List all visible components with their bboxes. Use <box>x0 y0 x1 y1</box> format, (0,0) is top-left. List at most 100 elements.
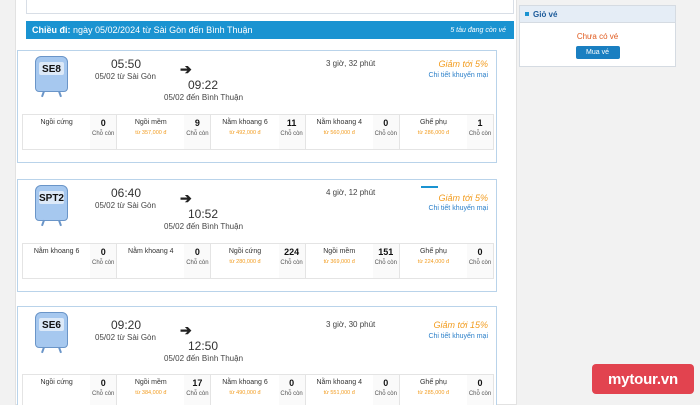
seat-class[interactable]: Nằm khoang 6 từ 492,000 đ 11 Chỗ còn <box>210 115 305 149</box>
seat-class[interactable]: Ngồi mềm từ 369,000 đ 151 Chỗ còn <box>304 244 399 278</box>
buy-ticket-button[interactable]: Mua vé <box>575 46 620 59</box>
departure-place: 05/02 từ Sài Gòn <box>95 72 156 81</box>
arrow-right-icon: ➔ <box>180 190 192 206</box>
seat-class-name: Nằm khoang 6 <box>222 119 268 126</box>
seat-class-name: Ghế phụ <box>419 248 447 255</box>
train-icon: SE6 <box>35 312 68 354</box>
cart-title: Giỏ vé <box>533 9 558 19</box>
ticket-cart-panel: Giỏ vé Chưa có vé Mua vé <box>519 5 676 67</box>
seat-count: 0 <box>194 247 200 257</box>
seats-left-label: Chỗ còn <box>374 260 397 266</box>
arrow-right-icon: ➔ <box>180 322 192 338</box>
seat-price: từ 551,000 đ <box>323 390 355 396</box>
promo-details-link[interactable]: Chi tiết khuyến mại <box>428 205 488 212</box>
seat-count: 11 <box>286 118 297 128</box>
route-text: ngày 05/02/2024 từ Sài Gòn đến Bình Thuậ… <box>73 25 253 35</box>
seat-class-list: Ngồi cứng 0 Chỗ còn Ngồi mềm từ 357,000 đ 9 C… <box>22 114 494 150</box>
seat-count: 0 <box>100 247 106 257</box>
bullet-icon <box>525 12 529 16</box>
seats-left-label: Chỗ còn <box>468 260 492 266</box>
seat-class-name: Nằm khoang 6 <box>33 248 80 255</box>
seat-class[interactable]: Nằm khoang 4 từ 551,000 đ 0 Chỗ còn <box>304 375 399 405</box>
cart-empty-message: Chưa có vé <box>576 32 619 41</box>
seat-class-name: Ngồi cứng <box>40 119 73 126</box>
seats-left-label: Chỗ còn <box>92 260 115 266</box>
departure-place: 05/02 từ Sài Gòn <box>95 201 156 210</box>
departure-place: 05/02 từ Sài Gòn <box>95 333 156 342</box>
seat-class-name: Nằm khoang 4 <box>128 248 174 255</box>
seat-class[interactable]: Ngồi cứng 0 Chỗ còn <box>23 115 117 149</box>
seat-class-name: Ngồi mềm <box>134 119 167 126</box>
seat-price: từ 286,000 đ <box>417 130 450 136</box>
available-trains-count: 5 tàu đang còn vé <box>450 26 506 34</box>
seats-left-label: Chỗ còn <box>92 391 115 397</box>
seat-class-name: Nằm khoang 4 <box>316 379 362 386</box>
seat-class-name: Ngồi cứng <box>228 248 262 255</box>
seat-class[interactable]: Nằm khoang 6 từ 490,000 đ 0 Chỗ còn <box>210 375 305 405</box>
seat-class[interactable]: Ghế phụ từ 224,000 đ 0 Chỗ còn <box>398 244 494 278</box>
loading-indicator <box>421 186 438 188</box>
seats-left-label: Chỗ còn <box>92 131 115 137</box>
train-icon: SPT2 <box>35 185 68 227</box>
trip-duration: 3 giờ, 32 phút <box>326 59 376 68</box>
trip-duration: 3 giờ, 30 phút <box>326 320 376 329</box>
seat-class[interactable]: Ghế phụ từ 286,000 đ 1 Chỗ còn <box>398 115 494 149</box>
seat-class-name: Nằm khoang 6 <box>222 379 268 386</box>
train-card[interactable]: SE8 05:50 05/02 từ Sài Gòn ➔ 09:22 05/02… <box>17 50 497 163</box>
seat-price: từ 224,000 đ <box>417 259 450 265</box>
seat-class[interactable]: Nằm khoang 4 từ 560,000 đ 0 Chỗ còn <box>304 115 399 149</box>
seat-class[interactable]: Ghế phụ từ 285,000 đ 0 Chỗ còn <box>398 375 494 405</box>
seat-class-name: Ngồi cứng <box>40 379 73 386</box>
watermark-logo: mytour.vn <box>592 364 694 394</box>
route-title: Chiều đi: ngày 05/02/2024 từ Sài Gòn đến… <box>32 25 253 35</box>
seat-class[interactable]: Nằm khoang 6 0 Chỗ còn <box>23 244 117 278</box>
seat-class[interactable]: Ngồi cứng từ 280,000 đ 224 Chỗ còn <box>210 244 305 278</box>
seat-count: 0 <box>477 247 483 257</box>
discount-label: Giảm tới 5% <box>438 193 488 203</box>
seat-count: 1 <box>477 118 483 128</box>
seat-class[interactable]: Nằm khoang 4 0 Chỗ còn <box>116 244 211 278</box>
promo-details-link[interactable]: Chi tiết khuyến mại <box>428 72 488 79</box>
trip-duration: 4 giờ, 12 phút <box>326 188 376 197</box>
seat-class-name: Nằm khoang 4 <box>316 119 362 126</box>
train-card[interactable]: SE6 09:20 05/02 từ Sài Gòn ➔ 12:50 05/02… <box>17 306 497 405</box>
seat-count: 0 <box>289 378 295 388</box>
seat-class[interactable]: Ngồi mềm từ 384,000 đ 17 Chỗ còn <box>116 375 211 405</box>
seat-count: 0 <box>100 118 106 128</box>
seat-class-name: Ngồi mềm <box>323 248 356 255</box>
seat-price: từ 285,000 đ <box>417 390 450 396</box>
arrow-right-icon: ➔ <box>180 61 192 77</box>
promo-details-link[interactable]: Chi tiết khuyến mại <box>428 333 488 340</box>
arrival-time: 09:22 <box>188 78 219 92</box>
seats-left-label: Chỗ còn <box>186 391 209 397</box>
seat-price: từ 369,000 đ <box>323 259 355 265</box>
seats-left-label: Chỗ còn <box>186 131 209 137</box>
cart-header: Giỏ vé <box>520 6 675 23</box>
seat-count: 0 <box>100 378 106 388</box>
seat-class[interactable]: Ngồi mềm từ 357,000 đ 9 Chỗ còn <box>116 115 211 149</box>
seat-price: từ 560,000 đ <box>323 130 355 136</box>
discount-label: Giảm tới 15% <box>433 320 488 330</box>
seat-count: 0 <box>383 378 389 388</box>
seats-left-label: Chỗ còn <box>468 131 492 137</box>
route-prefix: Chiều đi: <box>32 25 71 35</box>
seats-left-label: Chỗ còn <box>280 260 303 266</box>
seat-price: từ 357,000 đ <box>135 130 167 136</box>
train-card[interactable]: SPT2 06:40 05/02 từ Sài Gòn ➔ 10:52 05/0… <box>17 179 497 292</box>
seat-class[interactable]: Ngồi cứng 0 Chỗ còn <box>23 375 117 405</box>
train-code: SE8 <box>42 64 61 75</box>
train-code: SPT2 <box>38 193 64 204</box>
arrival-place: 05/02 đến Bình Thuận <box>164 93 244 102</box>
seat-class-name: Ghế phụ <box>419 379 447 386</box>
seat-price: từ 280,000 đ <box>229 259 261 265</box>
departure-time: 06:40 <box>111 186 142 200</box>
seat-class-name: Ngồi mềm <box>134 379 167 386</box>
seat-count: 17 <box>192 378 203 388</box>
train-code: SE6 <box>42 320 61 331</box>
seat-class-name: Ghế phụ <box>419 119 447 126</box>
seats-left-label: Chỗ còn <box>280 131 303 137</box>
discount-label: Giảm tới 5% <box>438 59 488 69</box>
seats-left-label: Chỗ còn <box>280 391 303 397</box>
arrival-place: 05/02 đến Bình Thuận <box>164 354 244 363</box>
seat-count: 151 <box>378 247 394 257</box>
